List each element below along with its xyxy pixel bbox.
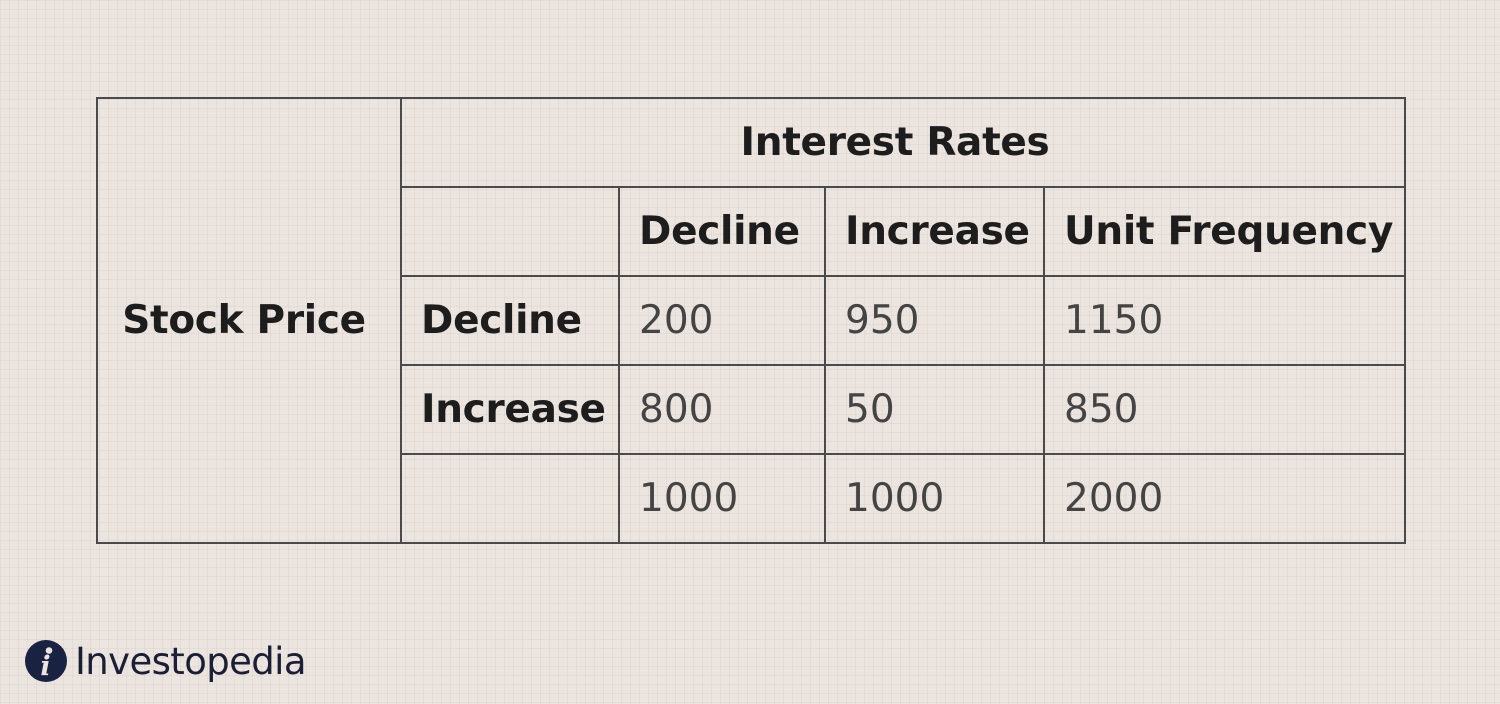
column-header-decline: Decline [618,186,826,277]
table-cell: 50 [824,364,1045,455]
row-variable-cell: Stock Price [96,97,402,544]
row-header-decline: Decline [400,275,620,366]
table-cell: 1000 [824,453,1045,544]
table-cell: 800 [618,364,826,455]
table-row: Increase 800 50 850 [97,364,1407,455]
table-title-row: Stock Price Interest Rates [96,97,1407,544]
column-header-unit-frequency: Unit Frequency [1042,186,1407,277]
table-cell: 200 [618,275,826,366]
brand-logo: i Investopedia [24,637,307,685]
empty-corner-cell [400,186,620,277]
column-header-increase: Increase [824,186,1045,277]
brand-name: Investopedia [75,639,307,683]
totals-row: 1000 1000 2000 [97,453,1407,544]
logo-letter: i [40,651,50,682]
column-header-row: Decline Increase Unit Frequency [97,186,1407,277]
investopedia-logo-icon: i [25,640,67,682]
logo-dot [45,647,53,654]
logo-circle [25,640,67,682]
table-cell: 2000 [1042,453,1407,544]
table-cell: 850 [1042,364,1407,455]
table-row: Decline 200 950 1150 [97,275,1407,366]
table-title-cell: Interest Rates [399,97,1407,188]
row-variable-label: Stock Price [122,298,366,343]
contingency-table: Stock Price Interest Rates Decline Incre… [96,97,1407,544]
table-title: Interest Rates [740,120,1050,165]
row-header-totals [400,453,620,544]
table-cell: 950 [824,275,1045,366]
table-cell: 1000 [618,453,826,544]
table-cell: 1150 [1042,275,1407,366]
row-header-increase: Increase [400,364,620,455]
